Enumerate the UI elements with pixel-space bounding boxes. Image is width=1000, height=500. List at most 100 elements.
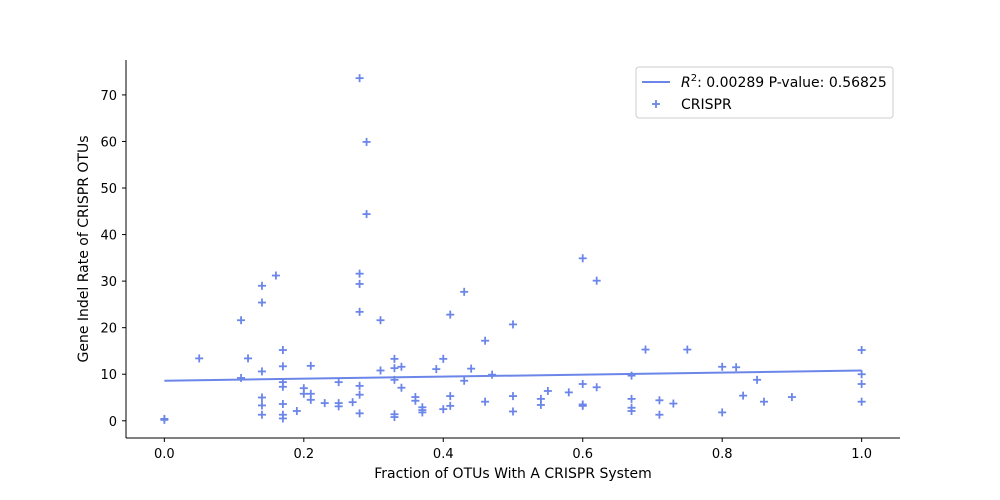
data-point xyxy=(355,409,364,418)
data-point xyxy=(278,346,287,355)
regression-line xyxy=(164,369,862,382)
data-point xyxy=(578,401,587,410)
data-point xyxy=(760,397,769,406)
data-point xyxy=(355,74,364,83)
y-tick-label: 50 xyxy=(100,182,117,197)
data-point xyxy=(334,402,343,411)
data-point xyxy=(592,383,601,392)
data-point xyxy=(627,371,636,380)
legend-frame xyxy=(635,66,894,119)
data-point xyxy=(718,408,727,417)
legend-scatter-marker xyxy=(652,100,660,108)
data-point xyxy=(536,400,545,409)
data-point xyxy=(655,410,664,419)
data-point xyxy=(857,397,866,406)
data-point xyxy=(257,298,266,307)
data-point xyxy=(509,320,517,329)
data-point xyxy=(787,393,796,402)
data-point xyxy=(257,281,266,290)
data-point xyxy=(390,375,399,384)
data-point xyxy=(390,354,399,363)
data-point xyxy=(627,407,636,415)
x-axis-label: Fraction of OTUs With A CRISPR System xyxy=(374,466,651,482)
data-point xyxy=(376,366,385,375)
data-point xyxy=(257,393,266,402)
data-point xyxy=(376,316,385,325)
data-point xyxy=(439,354,448,363)
data-point xyxy=(446,401,455,410)
data-point xyxy=(718,362,727,371)
data-point xyxy=(509,392,517,401)
data-point xyxy=(271,271,280,280)
data-point xyxy=(857,346,866,355)
data-point xyxy=(390,364,399,373)
data-point xyxy=(683,345,692,354)
data-point xyxy=(257,410,266,419)
data-point xyxy=(655,396,664,405)
data-point xyxy=(669,399,678,408)
x-tick-label: 0.0 xyxy=(154,447,175,462)
y-tick-label: 70 xyxy=(100,89,117,104)
data-point xyxy=(355,381,364,390)
y-tick-label: 10 xyxy=(100,368,117,383)
scatter-points-layer xyxy=(160,74,866,424)
y-tick-label: 20 xyxy=(100,322,117,337)
y-axis-label: Gene Indel Rate of CRISPR OTUs xyxy=(76,136,92,363)
data-point xyxy=(627,394,636,403)
data-point xyxy=(439,405,448,414)
data-point xyxy=(299,389,308,398)
data-point xyxy=(278,414,287,423)
data-point xyxy=(578,254,587,263)
data-point xyxy=(355,279,364,288)
data-point xyxy=(481,397,490,406)
data-point xyxy=(355,307,364,316)
data-point xyxy=(334,378,343,387)
legend-plus-marker xyxy=(652,100,660,108)
data-point xyxy=(446,392,455,401)
data-point xyxy=(292,407,301,415)
data-point xyxy=(306,361,315,370)
data-point xyxy=(257,401,266,410)
legend: R2: 0.00289 P-value: 0.56825 CRISPR xyxy=(635,66,894,119)
x-tick-label: 0.4 xyxy=(433,447,454,462)
data-point xyxy=(460,376,469,385)
data-point xyxy=(306,395,315,404)
data-point xyxy=(397,362,406,371)
data-point xyxy=(278,362,287,371)
data-point xyxy=(446,310,455,319)
data-point xyxy=(460,287,469,296)
data-point xyxy=(362,210,371,219)
y-tick-label: 40 xyxy=(100,229,117,244)
data-point xyxy=(592,276,601,285)
data-point xyxy=(578,380,587,388)
y-tick-label: 0 xyxy=(109,415,117,430)
data-point xyxy=(278,400,287,409)
x-tick-label: 0.2 xyxy=(293,447,314,462)
data-point xyxy=(753,375,762,384)
data-point xyxy=(397,383,406,392)
data-point xyxy=(732,363,741,372)
data-point xyxy=(320,399,329,408)
data-point xyxy=(355,269,364,278)
data-point xyxy=(432,365,441,374)
data-point xyxy=(857,370,866,379)
data-point xyxy=(857,380,866,388)
data-point xyxy=(244,354,253,363)
data-point xyxy=(237,373,246,382)
data-point xyxy=(348,398,357,407)
y-tick-label: 60 xyxy=(100,135,117,150)
data-point xyxy=(488,370,497,379)
data-point xyxy=(195,354,204,363)
data-point xyxy=(257,367,266,376)
data-point xyxy=(355,390,364,399)
legend-fit-label: R2: 0.00289 P-value: 0.56825 xyxy=(681,73,887,91)
data-point xyxy=(739,391,748,400)
data-point xyxy=(160,414,169,423)
data-point xyxy=(362,137,371,146)
data-point xyxy=(481,336,490,345)
data-point xyxy=(418,408,427,417)
x-ticks: 0.0 0.2 0.4 0.6 0.8 1.0 xyxy=(154,438,872,462)
data-point xyxy=(641,345,650,354)
data-point xyxy=(564,388,573,397)
x-tick-label: 0.6 xyxy=(572,447,593,462)
